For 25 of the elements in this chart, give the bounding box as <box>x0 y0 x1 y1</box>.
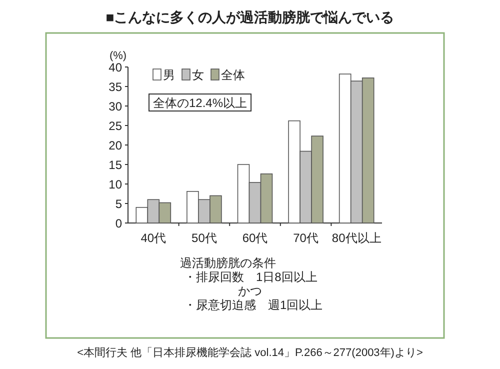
text: ・尿意切迫感 週1回以上 <box>184 298 323 312</box>
y-axis-title: (%) <box>109 50 127 62</box>
chart-title: ■こんなに多くの人が過活動膀胱で悩んでいる <box>106 9 394 25</box>
x-tick-label: 60代 <box>242 231 268 245</box>
legend-label: 全体 <box>221 68 245 82</box>
x-tick-label: 80代以上 <box>332 231 382 245</box>
y-tick-label: 40 <box>108 60 122 74</box>
legend-label: 男 <box>163 68 175 82</box>
text: ・排尿回数 1日8回以上 <box>184 270 318 284</box>
x-tick-label: 50代 <box>192 231 217 245</box>
y-tick-label: 0 <box>115 216 122 230</box>
y-tick-label: 20 <box>108 138 122 152</box>
text: <本間行夫 他「日本排尿機能学会誌 vol.14」P.266～277(2003年)より> <box>77 346 423 359</box>
y-tick-label: 25 <box>108 119 122 133</box>
text: かつ <box>238 284 262 298</box>
y-tick-label: 10 <box>108 178 122 192</box>
legend-label: 女 <box>192 68 204 82</box>
text: 過活動膀胱の条件 <box>180 256 276 270</box>
annotation: 全体の12.4%以上 <box>153 96 248 110</box>
y-tick-label: 35 <box>108 80 122 94</box>
y-tick-label: 5 <box>115 197 122 211</box>
x-tick-label: 40代 <box>140 231 166 245</box>
y-tick-label: 15 <box>108 158 122 172</box>
x-tick-label: 70代 <box>293 231 318 245</box>
y-tick-label: 30 <box>108 100 122 114</box>
